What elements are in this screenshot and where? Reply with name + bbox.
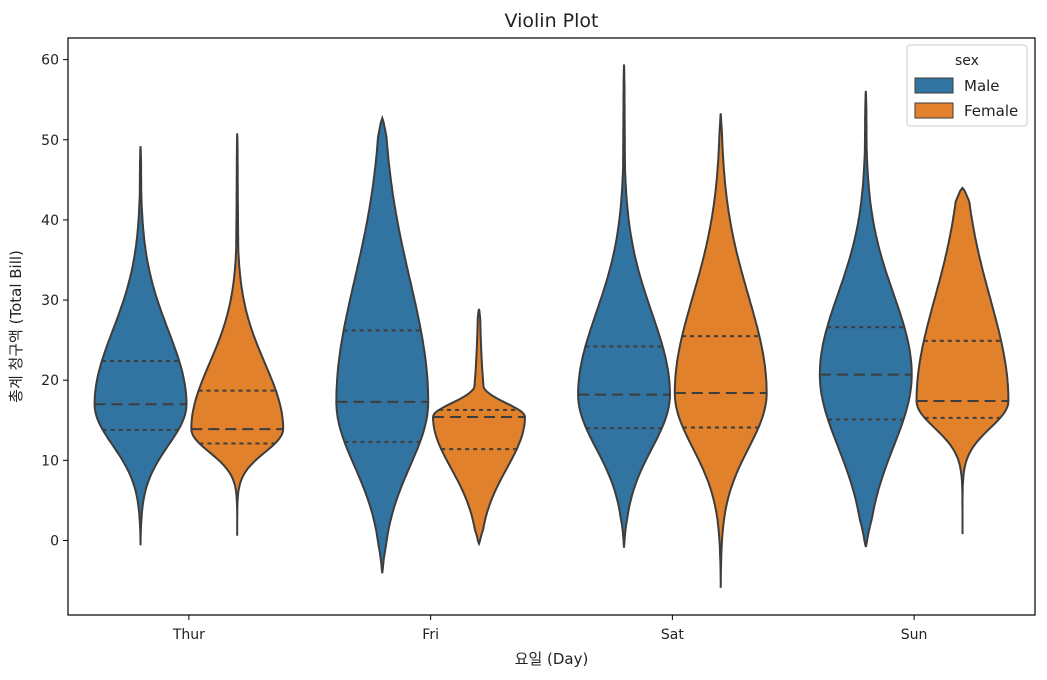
violin-body [818,90,913,548]
y-axis-label: 총계 청구액 (Total Bill) [7,250,25,403]
y-tick-label: 10 [41,453,59,469]
violin-male-fri [335,114,430,574]
y-tick-label: 20 [41,373,59,389]
chart-title: Violin Plot [505,10,599,32]
violin-male-sat [577,64,672,548]
x-tick-label: Thur [172,627,205,643]
violin-body [673,113,768,588]
legend: sex Male Female [906,44,1028,127]
plot-frame [67,37,1036,616]
y-tick-label: 50 [41,133,59,149]
violin-female-fri [431,308,526,547]
violin-body [915,186,1010,535]
legend-label-male: Male [964,77,1000,95]
x-tick-label: Sun [901,627,928,643]
legend-label-female: Female [964,102,1018,120]
violin-body [190,133,285,536]
violin-body [93,146,188,546]
y-tick-label: 40 [41,213,59,229]
violin-body [577,64,672,548]
legend-swatch-male [914,77,954,94]
violin-female-sat [673,113,768,588]
violin-male-thur [93,146,188,546]
y-tick-label: 30 [41,293,59,309]
y-tick-label: 0 [50,533,59,549]
legend-title: sex [955,53,979,69]
violin-female-thur [190,133,285,536]
violin-female-sun [915,186,1010,535]
legend-swatch-female [914,102,954,119]
x-tick-label: Sat [661,627,684,643]
y-tick-label: 60 [41,53,59,69]
violin-body [335,114,430,574]
x-axis-label: 요일 (Day) [515,650,589,668]
x-tick-label: Fri [422,627,439,643]
violin-male-sun [818,90,913,548]
violin-body [431,308,526,547]
